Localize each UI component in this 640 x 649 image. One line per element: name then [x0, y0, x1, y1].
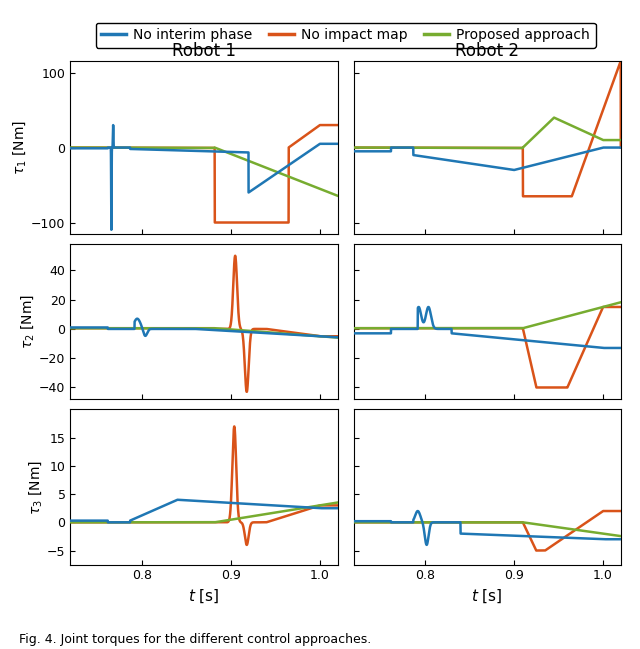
Legend: No interim phase, No impact map, Proposed approach: No interim phase, No impact map, Propose…	[95, 23, 596, 48]
Text: Fig. 4. Joint torques for the different control approaches.: Fig. 4. Joint torques for the different …	[19, 633, 371, 646]
Title: Robot 1: Robot 1	[172, 42, 236, 60]
X-axis label: $t$ [s]: $t$ [s]	[472, 588, 503, 606]
Y-axis label: $\tau_1$ [Nm]: $\tau_1$ [Nm]	[12, 120, 28, 175]
Y-axis label: $\tau_2$ [Nm]: $\tau_2$ [Nm]	[20, 294, 36, 349]
X-axis label: $t$ [s]: $t$ [s]	[188, 588, 220, 606]
Y-axis label: $\tau_3$ [Nm]: $\tau_3$ [Nm]	[28, 459, 44, 515]
Title: Robot 2: Robot 2	[455, 42, 519, 60]
